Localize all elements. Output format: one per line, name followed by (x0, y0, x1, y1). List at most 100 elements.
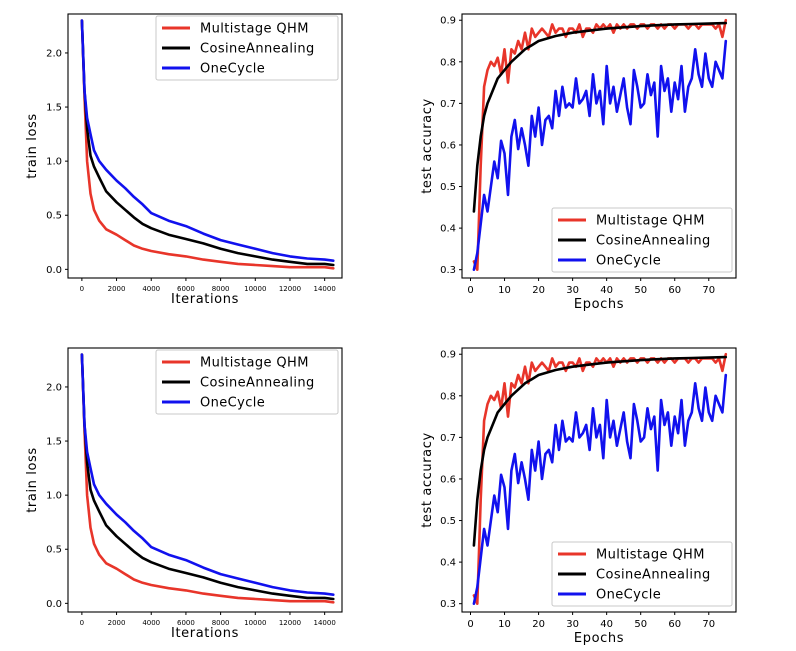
legend: Multistage QHM CosineAnnealing OneCycle (551, 207, 733, 273)
x-tick-label: 0 (467, 285, 473, 296)
x-tick-label: 14000 (314, 285, 336, 293)
legend-label: CosineAnnealing (596, 234, 711, 249)
series-line-cosineannealing (80, 19, 335, 267)
chart-top-right: 0 10 20 30 40 50 60 70 0.3 0.4 0.5 0.6 0.7 0.8 0.9 Epoc… (420, 13, 737, 312)
plot-frame (67, 13, 343, 279)
y-tick-label: 0.7 (440, 433, 456, 444)
x-tick-label: 40 (600, 619, 613, 630)
y-tick-label: 0.5 (46, 545, 62, 556)
y-tick-label: 0.3 (440, 599, 456, 610)
y-tick-label: 1.0 (46, 157, 62, 168)
x-tick-label: 70 (702, 285, 715, 296)
legend-box (551, 541, 733, 607)
x-tick-label: 30 (566, 619, 579, 630)
y-axis-label: test accuracy (420, 98, 435, 194)
legend-box (155, 15, 339, 81)
x-tick-label: 30 (566, 285, 579, 296)
y-tick-label: 0.9 (440, 350, 456, 361)
y-tick-label: 0.5 (440, 182, 456, 193)
series-line-cosineannealing (472, 21, 728, 213)
series-line-onecycle (472, 39, 728, 272)
legend-label: Multistage QHM (200, 22, 309, 37)
plot-frame (67, 347, 343, 613)
x-tick-label: 6000 (177, 285, 195, 293)
y-tick-label: 1.0 (46, 491, 62, 502)
legend-label: Multistage QHM (596, 214, 705, 229)
x-tick-label: 70 (702, 619, 715, 630)
x-tick-label: 8000 (212, 285, 230, 293)
series-line-cosineannealing (80, 353, 335, 601)
x-tick-label: 8000 (212, 619, 230, 627)
chart-bottom-right: 0 10 20 30 40 50 60 70 0.3 0.4 0.5 0.6 0.7 0.8 0.9 Epoc… (420, 347, 737, 646)
x-tick-label: 0 (467, 619, 473, 630)
y-tick-label: 0.4 (440, 558, 456, 569)
series-line-onecycle (472, 373, 728, 606)
x-tick-label: 2000 (108, 285, 126, 293)
x-tick-label: 2000 (108, 619, 126, 627)
y-tick-label: 2.0 (46, 48, 62, 59)
x-tick-label: 60 (668, 619, 681, 630)
y-tick-label: 0.5 (440, 516, 456, 527)
legend-label: Multistage QHM (596, 548, 705, 563)
chart-top-left: 0 2000 4000 6000 8000 10000 12000 14000 0.0 0.5 1.… (25, 13, 343, 307)
legend-label: OneCycle (596, 254, 661, 269)
x-tick-label: 10000 (244, 285, 266, 293)
x-tick-label: 50 (634, 285, 647, 296)
y-tick-label: 0.3 (440, 265, 456, 276)
y-tick-label: 0.6 (440, 474, 456, 485)
series-line-onecycle (80, 19, 335, 263)
y-tick-label: 0.5 (46, 211, 62, 222)
x-tick-label: 12000 (279, 285, 301, 293)
y-axis-label: test accuracy (420, 432, 435, 528)
y-tick-label: 1.5 (46, 437, 62, 448)
y-tick-label: 0.6 (440, 140, 456, 151)
legend: Multistage QHM CosineAnnealing OneCycle (155, 349, 339, 415)
x-axis-label: Epochs (574, 297, 624, 312)
legend-label: Multistage QHM (200, 356, 309, 371)
x-tick-label: 10 (498, 285, 511, 296)
x-tick-label: 12000 (279, 619, 301, 627)
legend-label: OneCycle (200, 396, 265, 411)
x-axis-label: Epochs (574, 631, 624, 646)
x-tick-label: 20 (532, 285, 545, 296)
series-line-onecycle (80, 353, 335, 597)
legend-label: CosineAnnealing (596, 568, 711, 583)
x-tick-label: 4000 (142, 285, 160, 293)
y-tick-label: 0.9 (440, 16, 456, 27)
y-axis-label: train loss (25, 113, 40, 179)
legend-label: OneCycle (200, 62, 265, 77)
plot-frame (461, 347, 737, 613)
y-tick-label: 0.0 (46, 265, 62, 276)
y-tick-label: 0.0 (46, 599, 62, 610)
legend-label: CosineAnnealing (200, 376, 315, 391)
x-tick-label: 20 (532, 619, 545, 630)
y-axis-label: train loss (25, 447, 40, 513)
x-tick-label: 10000 (244, 619, 266, 627)
chart-bottom-left: 0 2000 4000 6000 8000 10000 12000 14000 0.0 0.5 1.… (25, 347, 343, 641)
x-axis-label: Iterations (171, 626, 239, 641)
y-tick-label: 0.7 (440, 99, 456, 110)
y-tick-label: 1.5 (46, 103, 62, 114)
y-tick-label: 0.8 (440, 57, 456, 68)
series-line-multistage-qhm (80, 19, 335, 270)
legend-box (155, 349, 339, 415)
x-tick-label: 0 (80, 619, 84, 627)
x-tick-label: 4000 (142, 619, 160, 627)
x-tick-label: 6000 (177, 619, 195, 627)
x-axis-label: Iterations (171, 292, 239, 307)
y-tick-label: 0.8 (440, 391, 456, 402)
legend: Multistage QHM CosineAnnealing OneCycle (551, 541, 733, 607)
x-tick-label: 50 (634, 619, 647, 630)
y-tick-label: 2.0 (46, 382, 62, 393)
legend-box (551, 207, 733, 273)
x-tick-label: 10 (498, 619, 511, 630)
legend-label: CosineAnnealing (200, 42, 315, 57)
series-line-multistage-qhm (80, 353, 335, 604)
series-line-cosineannealing (472, 355, 728, 547)
x-tick-label: 0 (80, 285, 84, 293)
y-tick-label: 0.4 (440, 224, 456, 235)
plot-frame (461, 13, 737, 279)
legend-label: OneCycle (596, 588, 661, 603)
x-tick-label: 40 (600, 285, 613, 296)
